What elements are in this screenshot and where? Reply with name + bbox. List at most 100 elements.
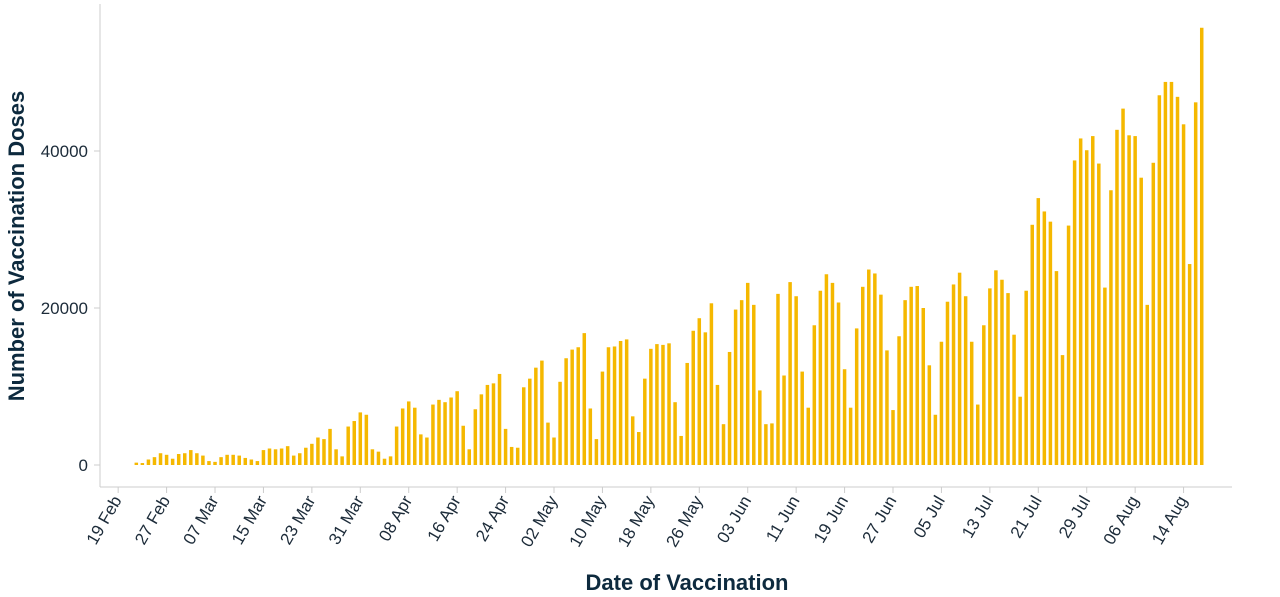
bar: [189, 450, 193, 465]
bar: [1048, 221, 1053, 465]
bar: [170, 458, 175, 465]
bar: [1054, 271, 1059, 465]
bar: [945, 301, 950, 465]
bar: [812, 325, 817, 465]
bar: [897, 336, 901, 465]
bar: [848, 407, 853, 465]
bar: [715, 384, 720, 465]
bar: [388, 456, 393, 465]
bar: [394, 426, 399, 465]
bar: [419, 434, 423, 465]
bar: [1175, 96, 1180, 465]
bar: [685, 362, 689, 465]
bar: [340, 456, 344, 465]
bar: [643, 378, 647, 465]
x-tick-label: 21 Jul: [1007, 493, 1046, 542]
bar: [842, 369, 847, 465]
bar: [298, 453, 302, 465]
bar: [697, 318, 702, 465]
bar: [316, 437, 320, 465]
bar: [1030, 224, 1034, 465]
bar: [201, 455, 205, 465]
bar: [891, 410, 895, 465]
bar: [183, 453, 187, 465]
bar: [758, 390, 762, 465]
bar: [443, 402, 447, 465]
x-tick-label: 27 Feb: [131, 493, 174, 548]
bar: [437, 399, 441, 465]
bar: [425, 437, 429, 465]
x-tick-label: 13 Jul: [958, 493, 997, 542]
bar: [273, 449, 278, 465]
bar: [885, 350, 889, 465]
bar: [1199, 27, 1204, 465]
bar: [1066, 225, 1071, 465]
bar: [1060, 355, 1065, 465]
bar: [782, 375, 786, 465]
bar: [733, 309, 738, 465]
bar: [473, 409, 478, 465]
bar: [164, 454, 169, 465]
y-tick-label: 20000: [41, 299, 88, 318]
y-tick-label: 40000: [41, 142, 88, 161]
bar: [582, 333, 587, 465]
bar: [503, 428, 508, 465]
bar: [249, 459, 254, 465]
bar: [213, 461, 217, 465]
bar: [873, 273, 877, 465]
bar: [1115, 129, 1119, 465]
bar: [933, 414, 938, 465]
bar: [1157, 95, 1162, 466]
bar: [449, 397, 453, 465]
bar: [727, 351, 732, 465]
bar: [806, 407, 811, 465]
x-tick-label: 02 May: [517, 492, 562, 550]
bar: [1000, 279, 1004, 465]
bar: [594, 439, 599, 465]
bar: [600, 371, 605, 465]
bar: [618, 340, 623, 465]
bar: [854, 328, 859, 465]
bar: [546, 422, 550, 465]
bar: [376, 451, 381, 465]
bar: [606, 347, 611, 465]
bar: [824, 274, 829, 465]
bar: [255, 461, 260, 465]
bar: [860, 286, 865, 465]
bar: [431, 404, 435, 465]
bar: [1133, 136, 1137, 465]
bar: [667, 343, 671, 465]
bar: [752, 304, 756, 465]
bar: [134, 462, 139, 465]
bar: [515, 447, 520, 465]
bar: [358, 412, 363, 465]
x-tick-label: 18 May: [614, 492, 659, 550]
bar: [739, 300, 744, 465]
bar: [1151, 162, 1156, 465]
bar: [576, 347, 580, 465]
bar: [939, 341, 944, 465]
bar: [334, 449, 338, 465]
bar: [322, 439, 326, 465]
bar: [467, 449, 472, 465]
y-tick-label: 0: [79, 456, 88, 475]
y-axis: 0 20000 40000: [41, 4, 101, 487]
bar: [927, 365, 932, 465]
bar: [788, 282, 792, 465]
bar: [976, 404, 980, 465]
bar: [624, 339, 629, 465]
bar: [969, 341, 974, 465]
x-axis: 19 Feb 27 Feb 07 Mar 15 Mar 23 Mar 31 Mar 08 A…: [83, 486, 1232, 550]
bar: [461, 425, 465, 465]
bar: [285, 446, 290, 465]
bar: [304, 447, 308, 465]
x-tick-label: 24 Apr: [472, 492, 513, 544]
bar: [1091, 136, 1095, 465]
bar: [570, 349, 574, 465]
bar: [963, 296, 968, 465]
bar: [158, 453, 163, 465]
bar: [140, 463, 145, 465]
x-tick-label: 29 Jul: [1055, 493, 1094, 542]
bar: [195, 453, 199, 465]
